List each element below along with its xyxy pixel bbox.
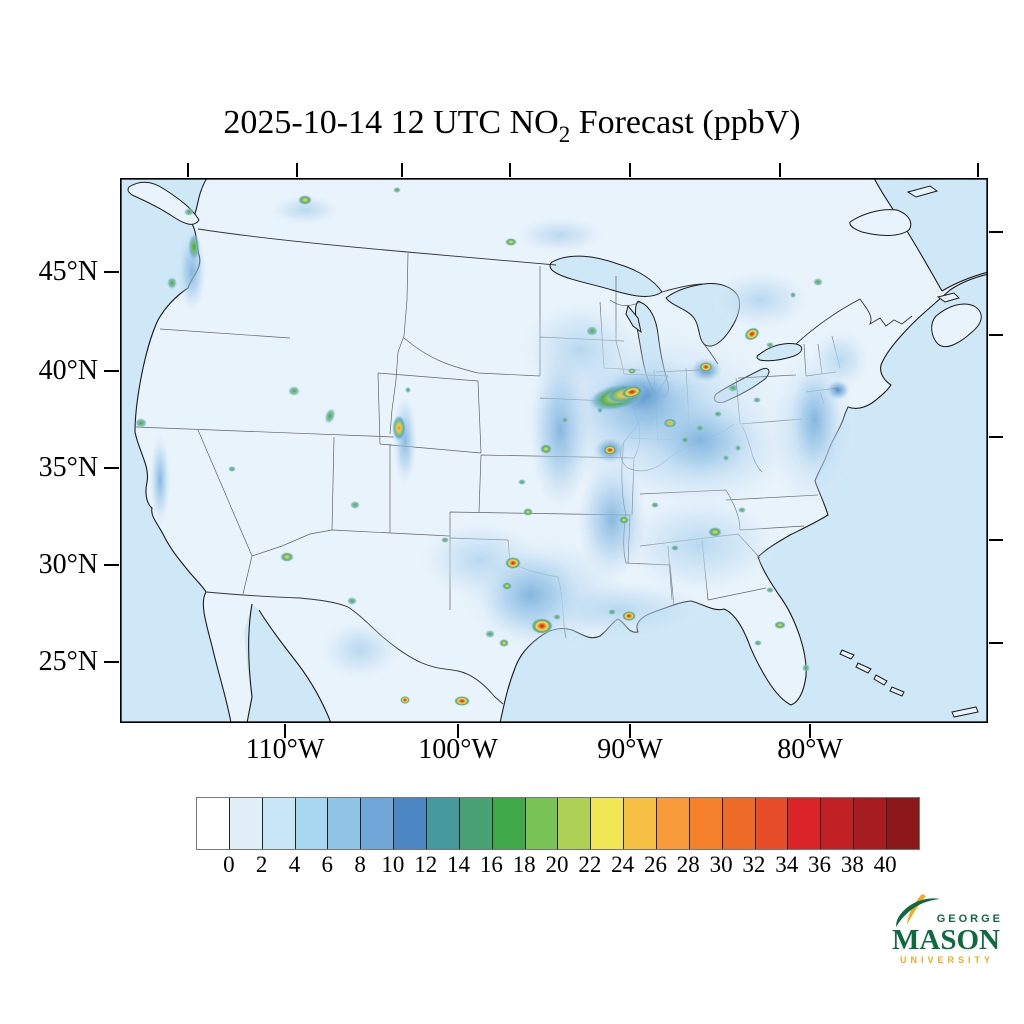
top-axis-tick	[977, 163, 979, 177]
colorbar-tick-label: 4	[288, 852, 301, 877]
map-frame	[120, 178, 988, 723]
colorbar-cell	[590, 798, 624, 849]
y-axis-label: 30°N	[38, 549, 98, 580]
x-axis-tick	[284, 724, 286, 738]
right-axis-tick	[989, 436, 1003, 438]
right-axis-tick	[989, 539, 1003, 541]
colorbar-tick-label: 22	[578, 852, 602, 877]
y-axis-tick	[104, 271, 119, 273]
colorbar-tick-label: 40	[873, 852, 897, 877]
top-axis-tick	[296, 163, 298, 177]
title-prefix: 2025-10-14 12 UTC NO	[223, 104, 559, 141]
y-axis-label: 35°N	[38, 452, 98, 483]
colorbar-cell	[426, 798, 459, 849]
pollution-washes	[150, 195, 870, 680]
colorbar-tick-label: 10	[381, 852, 405, 877]
colorbar-tick-label: 14	[447, 852, 471, 877]
colorbar-tick-label: 0	[223, 852, 235, 877]
colorbar-cell	[197, 798, 229, 849]
colorbar-cell	[886, 798, 919, 849]
colorbar-tick-label: 36	[808, 852, 832, 877]
right-axis-tick	[989, 231, 1003, 233]
colorbar-tick-label: 2	[255, 852, 268, 877]
colorbar-tick-label: 38	[840, 852, 864, 877]
colorbar-cell	[853, 798, 887, 849]
title-suffix: Forecast (ppbV)	[570, 104, 801, 141]
top-axis-tick	[629, 163, 631, 177]
logo-university: UNIVERSITY	[899, 955, 994, 965]
y-axis-tick	[104, 564, 119, 566]
colorbar-tick-label: 8	[354, 852, 366, 877]
colorbar-tick-label: 18	[512, 852, 536, 877]
colorbar-tick-label: 28	[676, 852, 700, 877]
colorbar-cell	[754, 798, 788, 849]
colorbar-cell	[688, 798, 722, 849]
y-axis-tick	[104, 661, 119, 663]
top-axis-tick	[401, 163, 403, 177]
x-axis-tick	[809, 724, 811, 738]
colorbar-cell	[294, 798, 328, 849]
colorbar-cell	[820, 798, 854, 849]
colorbar-cell	[787, 798, 821, 849]
colorbar-tick-label: 12	[414, 852, 438, 877]
right-axis-tick	[989, 642, 1003, 644]
colorbar-cell	[491, 798, 525, 849]
colorbar-tick-label: 34	[775, 852, 799, 877]
top-axis-tick	[187, 163, 189, 177]
colorbar-cell	[656, 798, 689, 849]
x-axis-tick	[629, 724, 631, 738]
logo-george: GEORGE	[936, 913, 1003, 925]
colorbar-tick-label: 16	[479, 852, 503, 877]
y-axis-tick	[104, 370, 119, 372]
colorbar-cell	[721, 798, 755, 849]
top-axis-tick	[779, 163, 781, 177]
logo-mason: MASON	[892, 924, 1000, 956]
y-axis-label: 45°N	[38, 256, 98, 287]
colorbar-tick-label: 26	[643, 852, 667, 877]
islands	[127, 181, 982, 718]
x-axis-label: 110°W	[245, 734, 325, 765]
x-axis-label: 90°W	[597, 734, 663, 765]
y-axis-tick	[104, 467, 119, 469]
colorbar-tick-label: 24	[611, 852, 635, 877]
colorbar-tick-label: 6	[321, 852, 334, 877]
colorbar-tick-label: 32	[742, 852, 766, 877]
gmu-logo: GEORGE MASON UNIVERSITY	[886, 894, 1006, 970]
colorbar-cell	[524, 798, 558, 849]
ocean-layer	[120, 178, 988, 723]
colorbar-cell	[327, 798, 361, 849]
colorbar-tick-label: 20	[545, 852, 569, 877]
colorbar-cell	[393, 798, 427, 849]
x-axis-label: 100°W	[418, 734, 498, 765]
colorbar-tick-label: 30	[709, 852, 733, 877]
map-svg	[120, 178, 988, 723]
logo-swoosh-icon	[896, 894, 940, 927]
colorbar-cell	[261, 798, 295, 849]
x-axis-tick	[457, 724, 459, 738]
colorbar	[196, 797, 920, 850]
colorbar-cell	[623, 798, 657, 849]
colorbar-cell	[228, 798, 262, 849]
top-axis-tick	[509, 163, 511, 177]
x-axis-label: 80°W	[777, 734, 843, 765]
y-axis-label: 25°N	[38, 646, 98, 677]
y-axis-label: 40°N	[38, 355, 98, 386]
figure-title: 2025-10-14 12 UTC NO2 Forecast (ppbV)	[0, 104, 1024, 148]
colorbar-cell	[557, 798, 591, 849]
right-axis-tick	[989, 334, 1003, 336]
colorbar-cell	[458, 798, 492, 849]
colorbar-cell	[360, 798, 394, 849]
title-subscript: 2	[558, 122, 571, 147]
map-plot	[120, 178, 988, 723]
hotspots-layer	[135, 187, 823, 706]
